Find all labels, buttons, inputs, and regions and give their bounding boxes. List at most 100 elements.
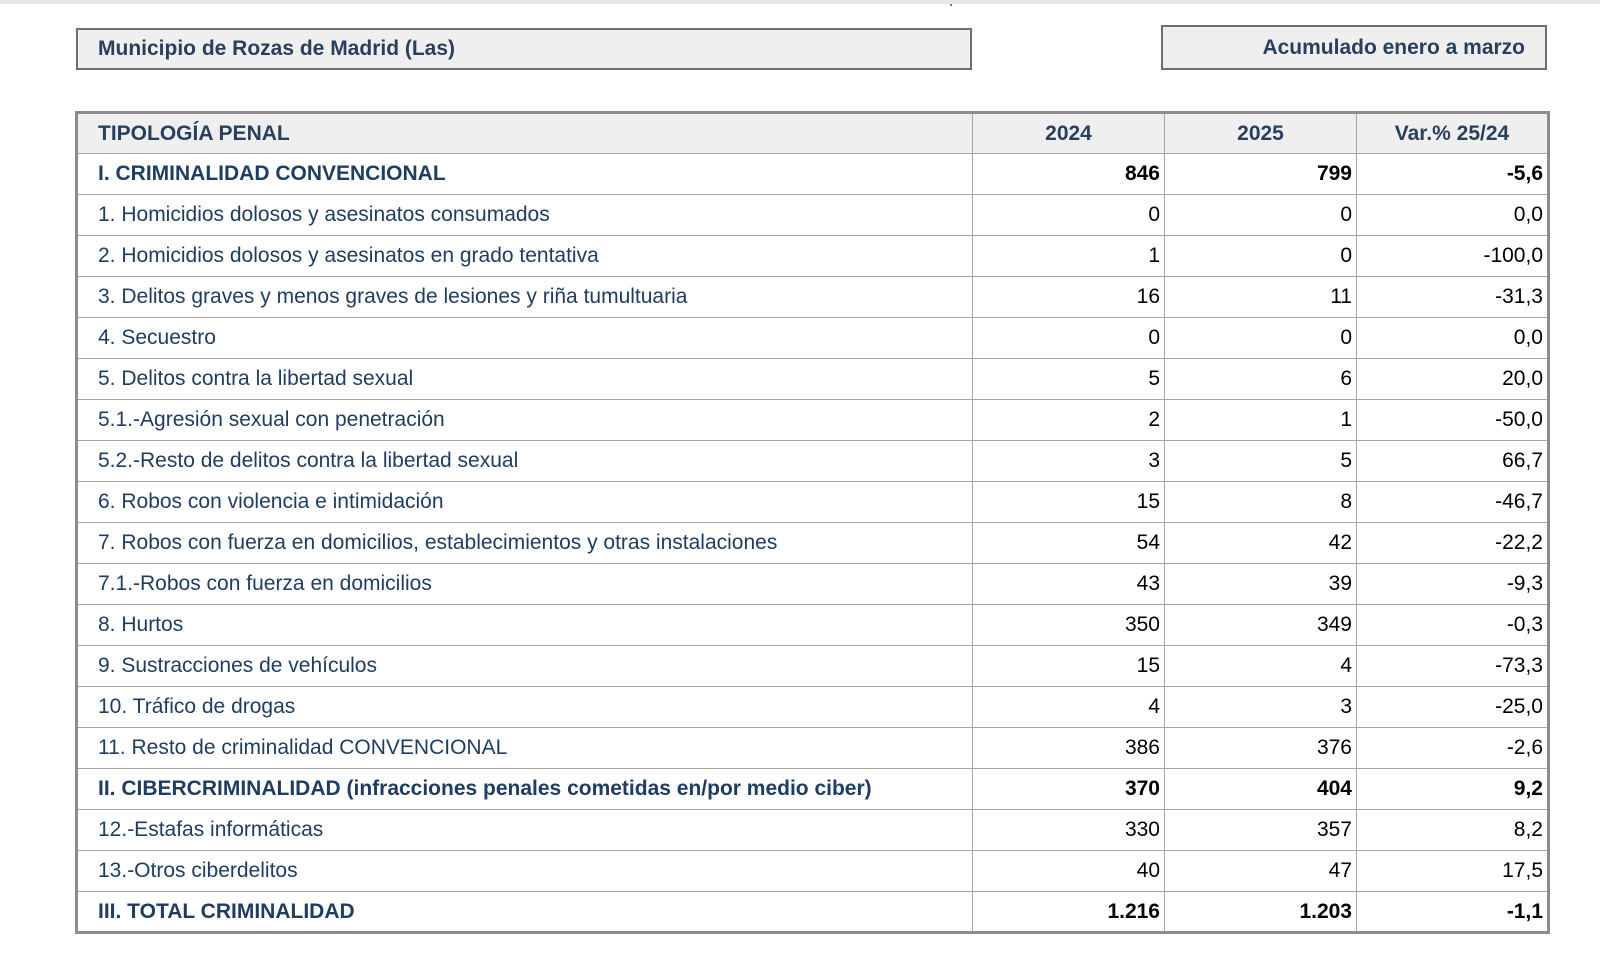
variation-percent: -0,3 xyxy=(1356,604,1549,646)
table-header-row: TIPOLOGÍA PENAL 2024 2025 Var.% 25/24 xyxy=(76,112,1549,154)
table-row: 4. Secuestro 0 0 0,0 xyxy=(76,317,1549,359)
value-2024: 0 xyxy=(972,317,1165,359)
municipality-title: Municipio de Rozas de Madrid (Las) xyxy=(98,37,456,60)
value-2025: 0 xyxy=(1164,194,1357,236)
value-2024: 16 xyxy=(972,276,1165,318)
column-header-variation: Var.% 25/24 xyxy=(1356,112,1549,154)
variation-percent: -100,0 xyxy=(1356,235,1549,277)
variation-percent: 0,0 xyxy=(1356,194,1549,236)
value-2024: 1.216 xyxy=(972,891,1165,933)
top-divider xyxy=(0,0,1600,6)
table-row: 1. Homicidios dolosos y asesinatos consu… xyxy=(76,194,1549,236)
value-2024: 43 xyxy=(972,563,1165,605)
row-label: 2. Homicidios dolosos y asesinatos en gr… xyxy=(76,235,973,277)
value-2024: 370 xyxy=(972,768,1165,810)
period-title: Acumulado enero a marzo xyxy=(1262,35,1525,59)
value-2025: 1.203 xyxy=(1164,891,1357,933)
row-label: 1. Homicidios dolosos y asesinatos consu… xyxy=(76,194,973,236)
value-2024: 386 xyxy=(972,727,1165,769)
value-2025: 1 xyxy=(1164,399,1357,441)
variation-percent: -9,3 xyxy=(1356,563,1549,605)
value-2024: 330 xyxy=(972,809,1165,851)
row-label: 4. Secuestro xyxy=(76,317,973,359)
table-row: 6. Robos con violencia e intimidación 15 8… xyxy=(76,481,1549,523)
tick-mark xyxy=(950,4,952,6)
value-2025: 349 xyxy=(1164,604,1357,646)
row-label: 3. Delitos graves y menos graves de lesi… xyxy=(76,276,973,318)
value-2024: 1 xyxy=(972,235,1165,277)
table-row: 5.2.-Resto de delitos contra la libertad… xyxy=(76,440,1549,482)
value-2025: 42 xyxy=(1164,522,1357,564)
value-2025: 6 xyxy=(1164,358,1357,400)
row-label: 5. Delitos contra la libertad sexual xyxy=(76,358,973,400)
municipality-title-box: Municipio de Rozas de Madrid (Las) xyxy=(76,28,972,70)
row-label: 7.1.-Robos con fuerza en domicilios xyxy=(76,563,973,605)
row-label: 9. Sustracciones de vehículos xyxy=(76,645,973,687)
value-2025: 3 xyxy=(1164,686,1357,728)
column-header-2024: 2024 xyxy=(972,112,1165,154)
value-2024: 5 xyxy=(972,358,1165,400)
variation-percent: -1,1 xyxy=(1356,891,1549,933)
variation-percent: -22,2 xyxy=(1356,522,1549,564)
row-label: III. TOTAL CRIMINALIDAD xyxy=(76,891,973,933)
value-2025: 8 xyxy=(1164,481,1357,523)
table-row: 8. Hurtos 350 349 -0,3 xyxy=(76,604,1549,646)
value-2024: 40 xyxy=(972,850,1165,892)
value-2025: 0 xyxy=(1164,317,1357,359)
variation-percent: -31,3 xyxy=(1356,276,1549,318)
value-2024: 2 xyxy=(972,399,1165,441)
value-2025: 0 xyxy=(1164,235,1357,277)
table-row: 7.1.-Robos con fuerza en domicilios 43 39-… xyxy=(76,563,1549,605)
row-label: 11. Resto de criminalidad CONVENCIONAL xyxy=(76,727,973,769)
value-2025: 376 xyxy=(1164,727,1357,769)
table-row: 11. Resto de criminalidad CONVENCIONAL 38… xyxy=(76,727,1549,769)
variation-percent: 17,5 xyxy=(1356,850,1549,892)
value-2025: 11 xyxy=(1164,276,1357,318)
table-row: 13.-Otros ciberdelitos 40 47 17,5 xyxy=(76,850,1549,892)
table-row: 3. Delitos graves y menos graves de lesi… xyxy=(76,276,1549,318)
value-2024: 0 xyxy=(972,194,1165,236)
variation-percent: -73,3 xyxy=(1356,645,1549,687)
row-label: II. CIBERCRIMINALIDAD (infracciones pena… xyxy=(76,768,973,810)
column-header-tipologia: TIPOLOGÍA PENAL xyxy=(76,112,973,154)
value-2024: 3 xyxy=(972,440,1165,482)
row-label: 8. Hurtos xyxy=(76,604,973,646)
variation-percent: 66,7 xyxy=(1356,440,1549,482)
value-2025: 47 xyxy=(1164,850,1357,892)
crime-statistics-table: TIPOLOGÍA PENAL 2024 2025 Var.% 25/24 I.… xyxy=(75,111,1550,934)
value-2024: 4 xyxy=(972,686,1165,728)
value-2025: 39 xyxy=(1164,563,1357,605)
value-2024: 15 xyxy=(972,645,1165,687)
table-row: 5. Delitos contra la libertad sexual 5 6 20… xyxy=(76,358,1549,400)
period-title-box: Acumulado enero a marzo xyxy=(1161,25,1547,70)
row-label: 5.2.-Resto de delitos contra la libertad… xyxy=(76,440,973,482)
variation-percent: -50,0 xyxy=(1356,399,1549,441)
table-row: 2. Homicidios dolosos y asesinatos en gr… xyxy=(76,235,1549,277)
row-label: 5.1.-Agresión sexual con penetración xyxy=(76,399,973,441)
variation-percent: 0,0 xyxy=(1356,317,1549,359)
row-label: I. CRIMINALIDAD CONVENCIONAL xyxy=(76,153,973,195)
table-row: I. CRIMINALIDAD CONVENCIONAL 846 799 -5,6 xyxy=(76,153,1549,195)
table-row: 5.1.-Agresión sexual con penetración 2 1 -5… xyxy=(76,399,1549,441)
variation-percent: 9,2 xyxy=(1356,768,1549,810)
value-2025: 4 xyxy=(1164,645,1357,687)
value-2024: 846 xyxy=(972,153,1165,195)
table-row: III. TOTAL CRIMINALIDAD 1.216 1.203 -1,1 xyxy=(76,891,1549,933)
variation-percent: -2,6 xyxy=(1356,727,1549,769)
value-2025: 404 xyxy=(1164,768,1357,810)
value-2024: 15 xyxy=(972,481,1165,523)
value-2024: 54 xyxy=(972,522,1165,564)
value-2025: 799 xyxy=(1164,153,1357,195)
column-header-2025: 2025 xyxy=(1164,112,1357,154)
table-row: 7. Robos con fuerza en domicilios, estab… xyxy=(76,522,1549,564)
variation-percent: -5,6 xyxy=(1356,153,1549,195)
variation-percent: 8,2 xyxy=(1356,809,1549,851)
variation-percent: -25,0 xyxy=(1356,686,1549,728)
row-label: 6. Robos con violencia e intimidación xyxy=(76,481,973,523)
row-label: 10. Tráfico de drogas xyxy=(76,686,973,728)
table-row: 12.-Estafas informáticas 330 357 8,2 xyxy=(76,809,1549,851)
table-row: II. CIBERCRIMINALIDAD (infracciones pena… xyxy=(76,768,1549,810)
variation-percent: -46,7 xyxy=(1356,481,1549,523)
row-label: 12.-Estafas informáticas xyxy=(76,809,973,851)
value-2025: 357 xyxy=(1164,809,1357,851)
